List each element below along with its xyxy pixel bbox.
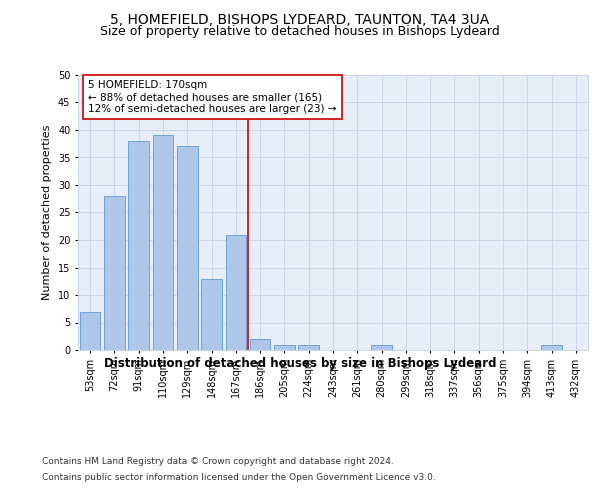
Bar [152,136,173,350]
Text: Contains public sector information licensed under the Open Government Licence v3: Contains public sector information licen… [42,472,436,482]
Text: Distribution of detached houses by size in Bishops Lydeard: Distribution of detached houses by size … [104,358,496,370]
Bar [80,312,100,350]
Bar [104,196,125,350]
Text: Size of property relative to detached houses in Bishops Lydeard: Size of property relative to detached ho… [100,25,500,38]
Bar [226,234,246,350]
Text: 5, HOMEFIELD, BISHOPS LYDEARD, TAUNTON, TA4 3UA: 5, HOMEFIELD, BISHOPS LYDEARD, TAUNTON, … [110,12,490,26]
Bar [250,339,271,350]
Bar [371,344,392,350]
Bar [541,344,562,350]
Bar [298,344,319,350]
Bar [128,141,149,350]
Bar [177,146,197,350]
Text: 5 HOMEFIELD: 170sqm
← 88% of detached houses are smaller (165)
12% of semi-detac: 5 HOMEFIELD: 170sqm ← 88% of detached ho… [88,80,337,114]
Text: Contains HM Land Registry data © Crown copyright and database right 2024.: Contains HM Land Registry data © Crown c… [42,458,394,466]
Bar [274,344,295,350]
Y-axis label: Number of detached properties: Number of detached properties [43,125,52,300]
Bar [201,278,222,350]
